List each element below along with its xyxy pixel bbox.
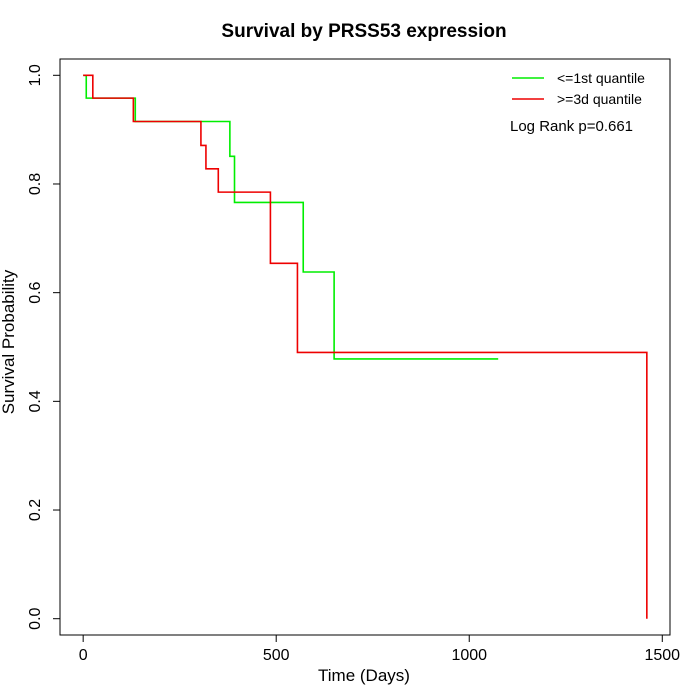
x-axis-label: Time (Days) <box>318 666 410 685</box>
series-layer <box>83 74 648 619</box>
x-tick-label: 1000 <box>451 647 487 664</box>
series-line-2 <box>83 74 648 619</box>
chart-title: Survival by PRSS53 expression <box>221 21 506 42</box>
log-rank-annotation: Log Rank p=0.661 <box>510 118 633 135</box>
legend-label-2: >=3d quantile <box>557 91 642 107</box>
y-tick-label: 0.0 <box>27 607 44 629</box>
x-tick-label: 500 <box>263 647 290 664</box>
plot-frame <box>59 58 671 636</box>
x-tick-label: 0 <box>79 647 88 664</box>
y-axis-label: Survival Probability <box>0 269 18 414</box>
y-tick-label: 0.6 <box>27 281 44 303</box>
y-tick-label: 0.2 <box>27 499 44 521</box>
legend: <=1st quantile >=3d quantile <box>512 70 645 107</box>
y-axis: 0.0 0.2 0.4 0.6 0.8 1.0 <box>27 64 61 630</box>
series-line-1 <box>83 74 499 360</box>
legend-label-1: <=1st quantile <box>557 70 645 86</box>
x-axis: 0 500 1000 1500 <box>79 634 680 664</box>
x-tick-label: 1500 <box>644 647 680 664</box>
y-tick-label: 0.8 <box>27 173 44 195</box>
y-tick-label: 0.4 <box>27 390 44 412</box>
y-tick-label: 1.0 <box>27 64 44 86</box>
